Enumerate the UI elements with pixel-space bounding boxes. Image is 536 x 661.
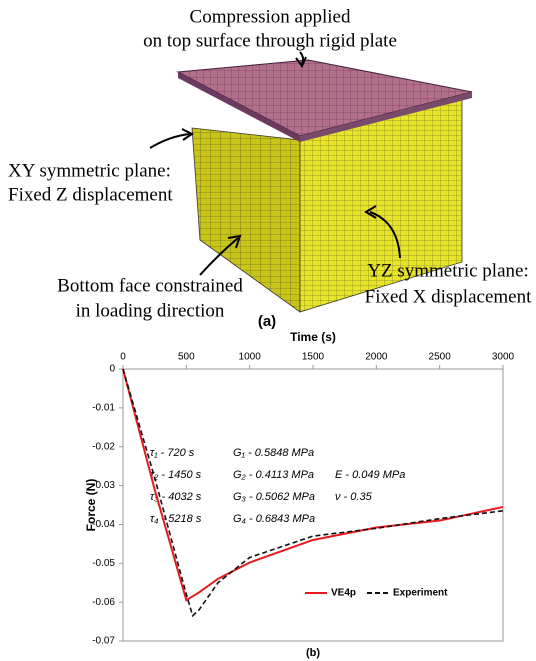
- y-tick-label: -0.07: [92, 636, 115, 647]
- legend-label: VE4p: [331, 588, 356, 599]
- x-tick-label: 1000: [239, 352, 262, 363]
- y-tick-label: -0.04: [92, 519, 115, 530]
- x-tick-label: 1500: [302, 352, 325, 363]
- y-tick-label: -0.02: [92, 441, 115, 452]
- y-tick-label: -0.01: [92, 402, 115, 413]
- left-label: Fixed Z displacement: [8, 184, 173, 205]
- parameter-annotation: G₄ - 0.6843 MPa: [233, 513, 315, 525]
- parameter-annotation: G₁ - 0.5848 MPa: [233, 447, 314, 459]
- legend-label: Experiment: [393, 588, 448, 599]
- plot-frame: [123, 369, 503, 641]
- x-tick-label: 2500: [429, 352, 452, 363]
- figure: Compression applied on top surface throu…: [0, 0, 536, 661]
- parameter-annotation: E - 0.049 MPa: [335, 469, 405, 481]
- x-tick-label: 2000: [365, 352, 388, 363]
- x-tick-label: 500: [178, 352, 195, 363]
- parameter-annotation: ν - 0.35: [335, 491, 373, 503]
- y-tick-label: 0: [109, 364, 115, 375]
- bottom-label: in loading direction: [76, 300, 225, 321]
- panel-label: (b): [306, 647, 320, 659]
- series-line: [123, 369, 503, 600]
- top-label: Compression applied: [190, 6, 351, 27]
- parameter-annotation: τ₄ - 5218 s: [150, 513, 202, 525]
- parameter-annotation: G₃ - 0.5062 MPa: [233, 491, 315, 503]
- right-label: YZ symmetric plane:: [367, 260, 528, 281]
- parameter-annotation: τ₁ - 720 s: [150, 447, 195, 459]
- parameter-annotation: G₂ - 0.4113 MPa: [233, 469, 314, 481]
- y-tick-label: -0.05: [92, 558, 115, 569]
- x-tick-label: 3000: [492, 352, 515, 363]
- y-tick-label: -0.03: [92, 480, 115, 491]
- x-tick-label: 0: [120, 352, 126, 363]
- right-label: Fixed X displacement: [365, 286, 532, 307]
- y-tick-label: -0.06: [92, 597, 115, 608]
- x-axis-title: Time (s): [290, 330, 336, 344]
- bottom-label: Bottom face constrained: [57, 275, 243, 296]
- parameter-annotation: τ₂ - 1450 s: [150, 469, 202, 481]
- panel-label: (a): [258, 313, 276, 330]
- top-label: on top surface through rigid plate: [143, 30, 397, 51]
- left-label: XY symmetric plane:: [8, 160, 171, 181]
